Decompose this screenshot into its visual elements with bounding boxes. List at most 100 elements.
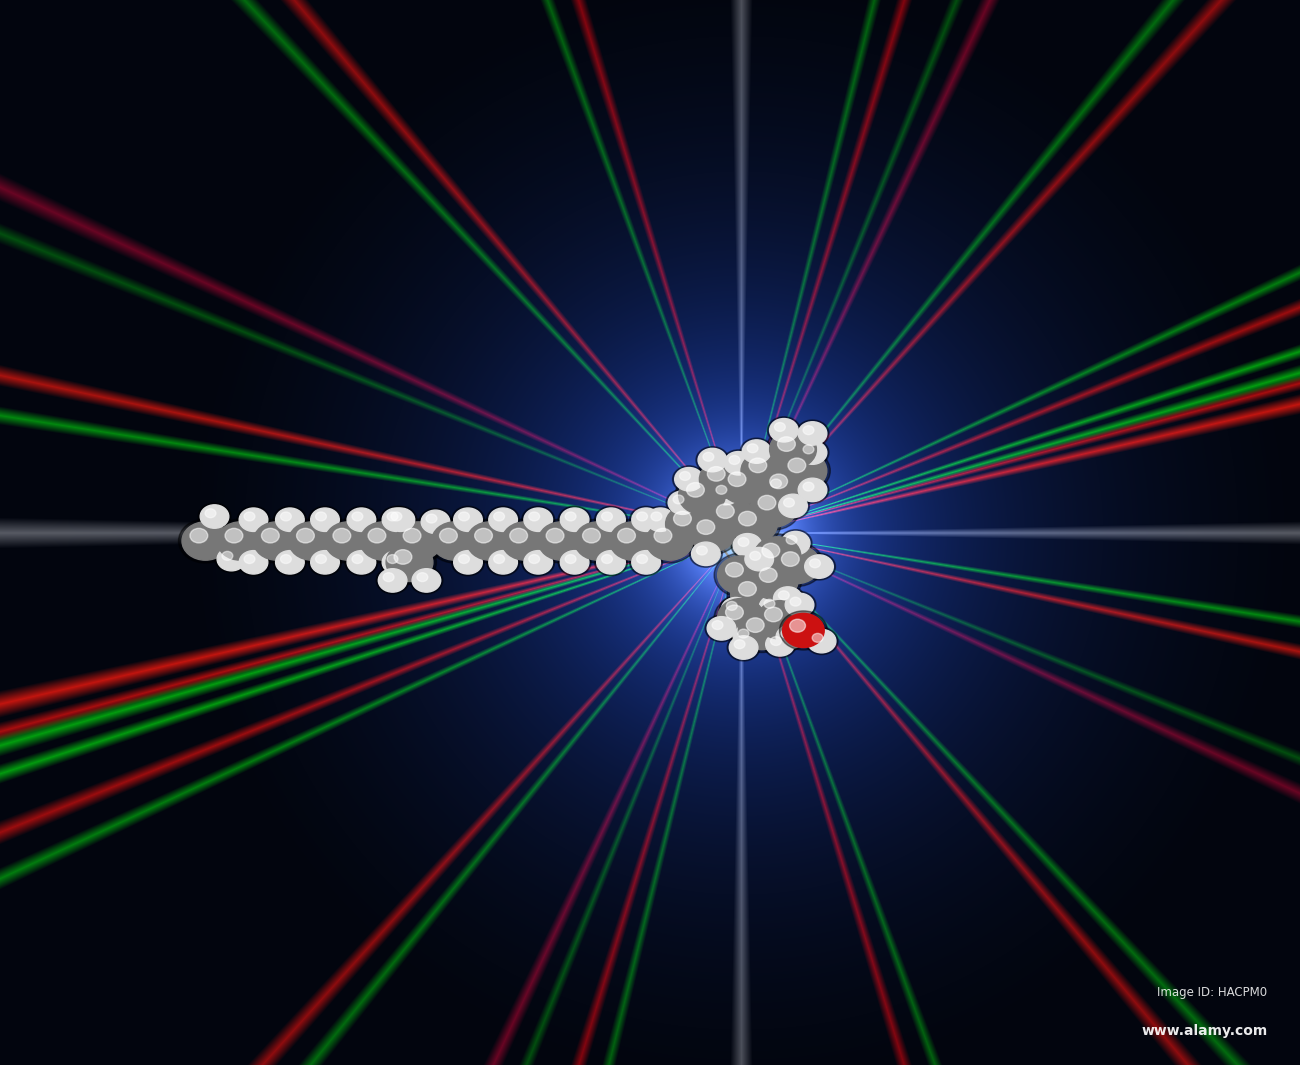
Circle shape bbox=[529, 512, 539, 521]
Circle shape bbox=[451, 506, 485, 534]
Circle shape bbox=[637, 555, 647, 563]
Circle shape bbox=[378, 569, 407, 592]
Circle shape bbox=[679, 476, 725, 514]
Circle shape bbox=[673, 495, 684, 504]
Circle shape bbox=[720, 465, 767, 504]
Circle shape bbox=[261, 528, 280, 543]
Circle shape bbox=[421, 510, 450, 534]
Circle shape bbox=[273, 548, 307, 576]
Circle shape bbox=[738, 511, 757, 526]
Circle shape bbox=[770, 419, 798, 442]
Circle shape bbox=[675, 473, 729, 518]
Circle shape bbox=[762, 543, 780, 558]
Circle shape bbox=[810, 559, 820, 568]
Circle shape bbox=[675, 468, 703, 491]
Circle shape bbox=[200, 505, 229, 528]
Circle shape bbox=[644, 506, 677, 534]
Circle shape bbox=[770, 474, 788, 489]
Circle shape bbox=[387, 512, 398, 521]
Circle shape bbox=[705, 494, 759, 539]
Circle shape bbox=[486, 506, 520, 534]
Circle shape bbox=[712, 621, 723, 629]
Circle shape bbox=[745, 547, 774, 571]
Circle shape bbox=[646, 522, 693, 560]
Circle shape bbox=[696, 446, 729, 474]
Circle shape bbox=[689, 513, 736, 552]
Circle shape bbox=[758, 464, 812, 509]
Circle shape bbox=[680, 472, 690, 480]
Circle shape bbox=[560, 508, 589, 531]
Circle shape bbox=[776, 448, 831, 493]
Circle shape bbox=[602, 512, 612, 521]
Circle shape bbox=[666, 489, 699, 517]
Circle shape bbox=[316, 555, 326, 563]
Circle shape bbox=[510, 528, 528, 543]
Circle shape bbox=[742, 440, 771, 463]
Circle shape bbox=[454, 551, 482, 574]
Circle shape bbox=[771, 585, 805, 612]
Circle shape bbox=[767, 416, 801, 444]
Circle shape bbox=[763, 630, 797, 658]
Circle shape bbox=[222, 552, 233, 560]
Circle shape bbox=[662, 502, 716, 546]
Circle shape bbox=[254, 522, 300, 560]
Circle shape bbox=[779, 591, 789, 600]
Circle shape bbox=[190, 528, 208, 543]
Circle shape bbox=[273, 506, 307, 534]
Circle shape bbox=[198, 503, 231, 530]
Circle shape bbox=[764, 600, 775, 608]
Circle shape bbox=[403, 528, 421, 543]
Circle shape bbox=[766, 475, 794, 498]
Circle shape bbox=[439, 528, 458, 543]
Circle shape bbox=[731, 623, 764, 651]
Circle shape bbox=[395, 522, 442, 560]
Circle shape bbox=[347, 551, 376, 574]
Circle shape bbox=[759, 595, 788, 619]
Circle shape bbox=[733, 534, 762, 557]
Circle shape bbox=[774, 587, 802, 610]
Circle shape bbox=[802, 553, 836, 580]
Circle shape bbox=[796, 476, 829, 504]
Circle shape bbox=[239, 508, 268, 531]
Circle shape bbox=[632, 508, 660, 531]
Circle shape bbox=[785, 593, 814, 617]
Circle shape bbox=[558, 548, 592, 576]
Circle shape bbox=[731, 531, 764, 559]
Circle shape bbox=[489, 508, 517, 531]
Circle shape bbox=[521, 506, 555, 534]
Circle shape bbox=[738, 581, 757, 596]
Circle shape bbox=[321, 519, 376, 563]
Circle shape bbox=[651, 512, 662, 521]
Circle shape bbox=[727, 602, 737, 610]
Circle shape bbox=[722, 597, 750, 621]
Circle shape bbox=[746, 486, 801, 530]
Circle shape bbox=[766, 427, 820, 472]
Circle shape bbox=[610, 522, 656, 560]
Circle shape bbox=[463, 519, 517, 563]
Circle shape bbox=[757, 601, 803, 639]
Circle shape bbox=[727, 572, 781, 617]
Circle shape bbox=[637, 512, 647, 521]
Circle shape bbox=[729, 456, 740, 464]
Circle shape bbox=[779, 529, 812, 557]
Circle shape bbox=[777, 437, 796, 452]
Circle shape bbox=[666, 505, 712, 543]
Circle shape bbox=[289, 522, 335, 560]
Circle shape bbox=[668, 491, 697, 514]
Circle shape bbox=[742, 545, 776, 573]
Circle shape bbox=[410, 567, 443, 594]
Circle shape bbox=[727, 502, 781, 546]
Circle shape bbox=[738, 629, 749, 638]
Circle shape bbox=[502, 522, 549, 560]
Circle shape bbox=[751, 561, 798, 600]
Circle shape bbox=[724, 452, 753, 475]
Circle shape bbox=[459, 555, 469, 563]
Circle shape bbox=[494, 555, 504, 563]
Circle shape bbox=[391, 512, 402, 521]
Circle shape bbox=[776, 625, 805, 649]
Circle shape bbox=[705, 615, 738, 642]
Circle shape bbox=[494, 512, 504, 521]
Circle shape bbox=[725, 605, 744, 620]
Circle shape bbox=[571, 519, 625, 563]
Circle shape bbox=[771, 637, 781, 645]
